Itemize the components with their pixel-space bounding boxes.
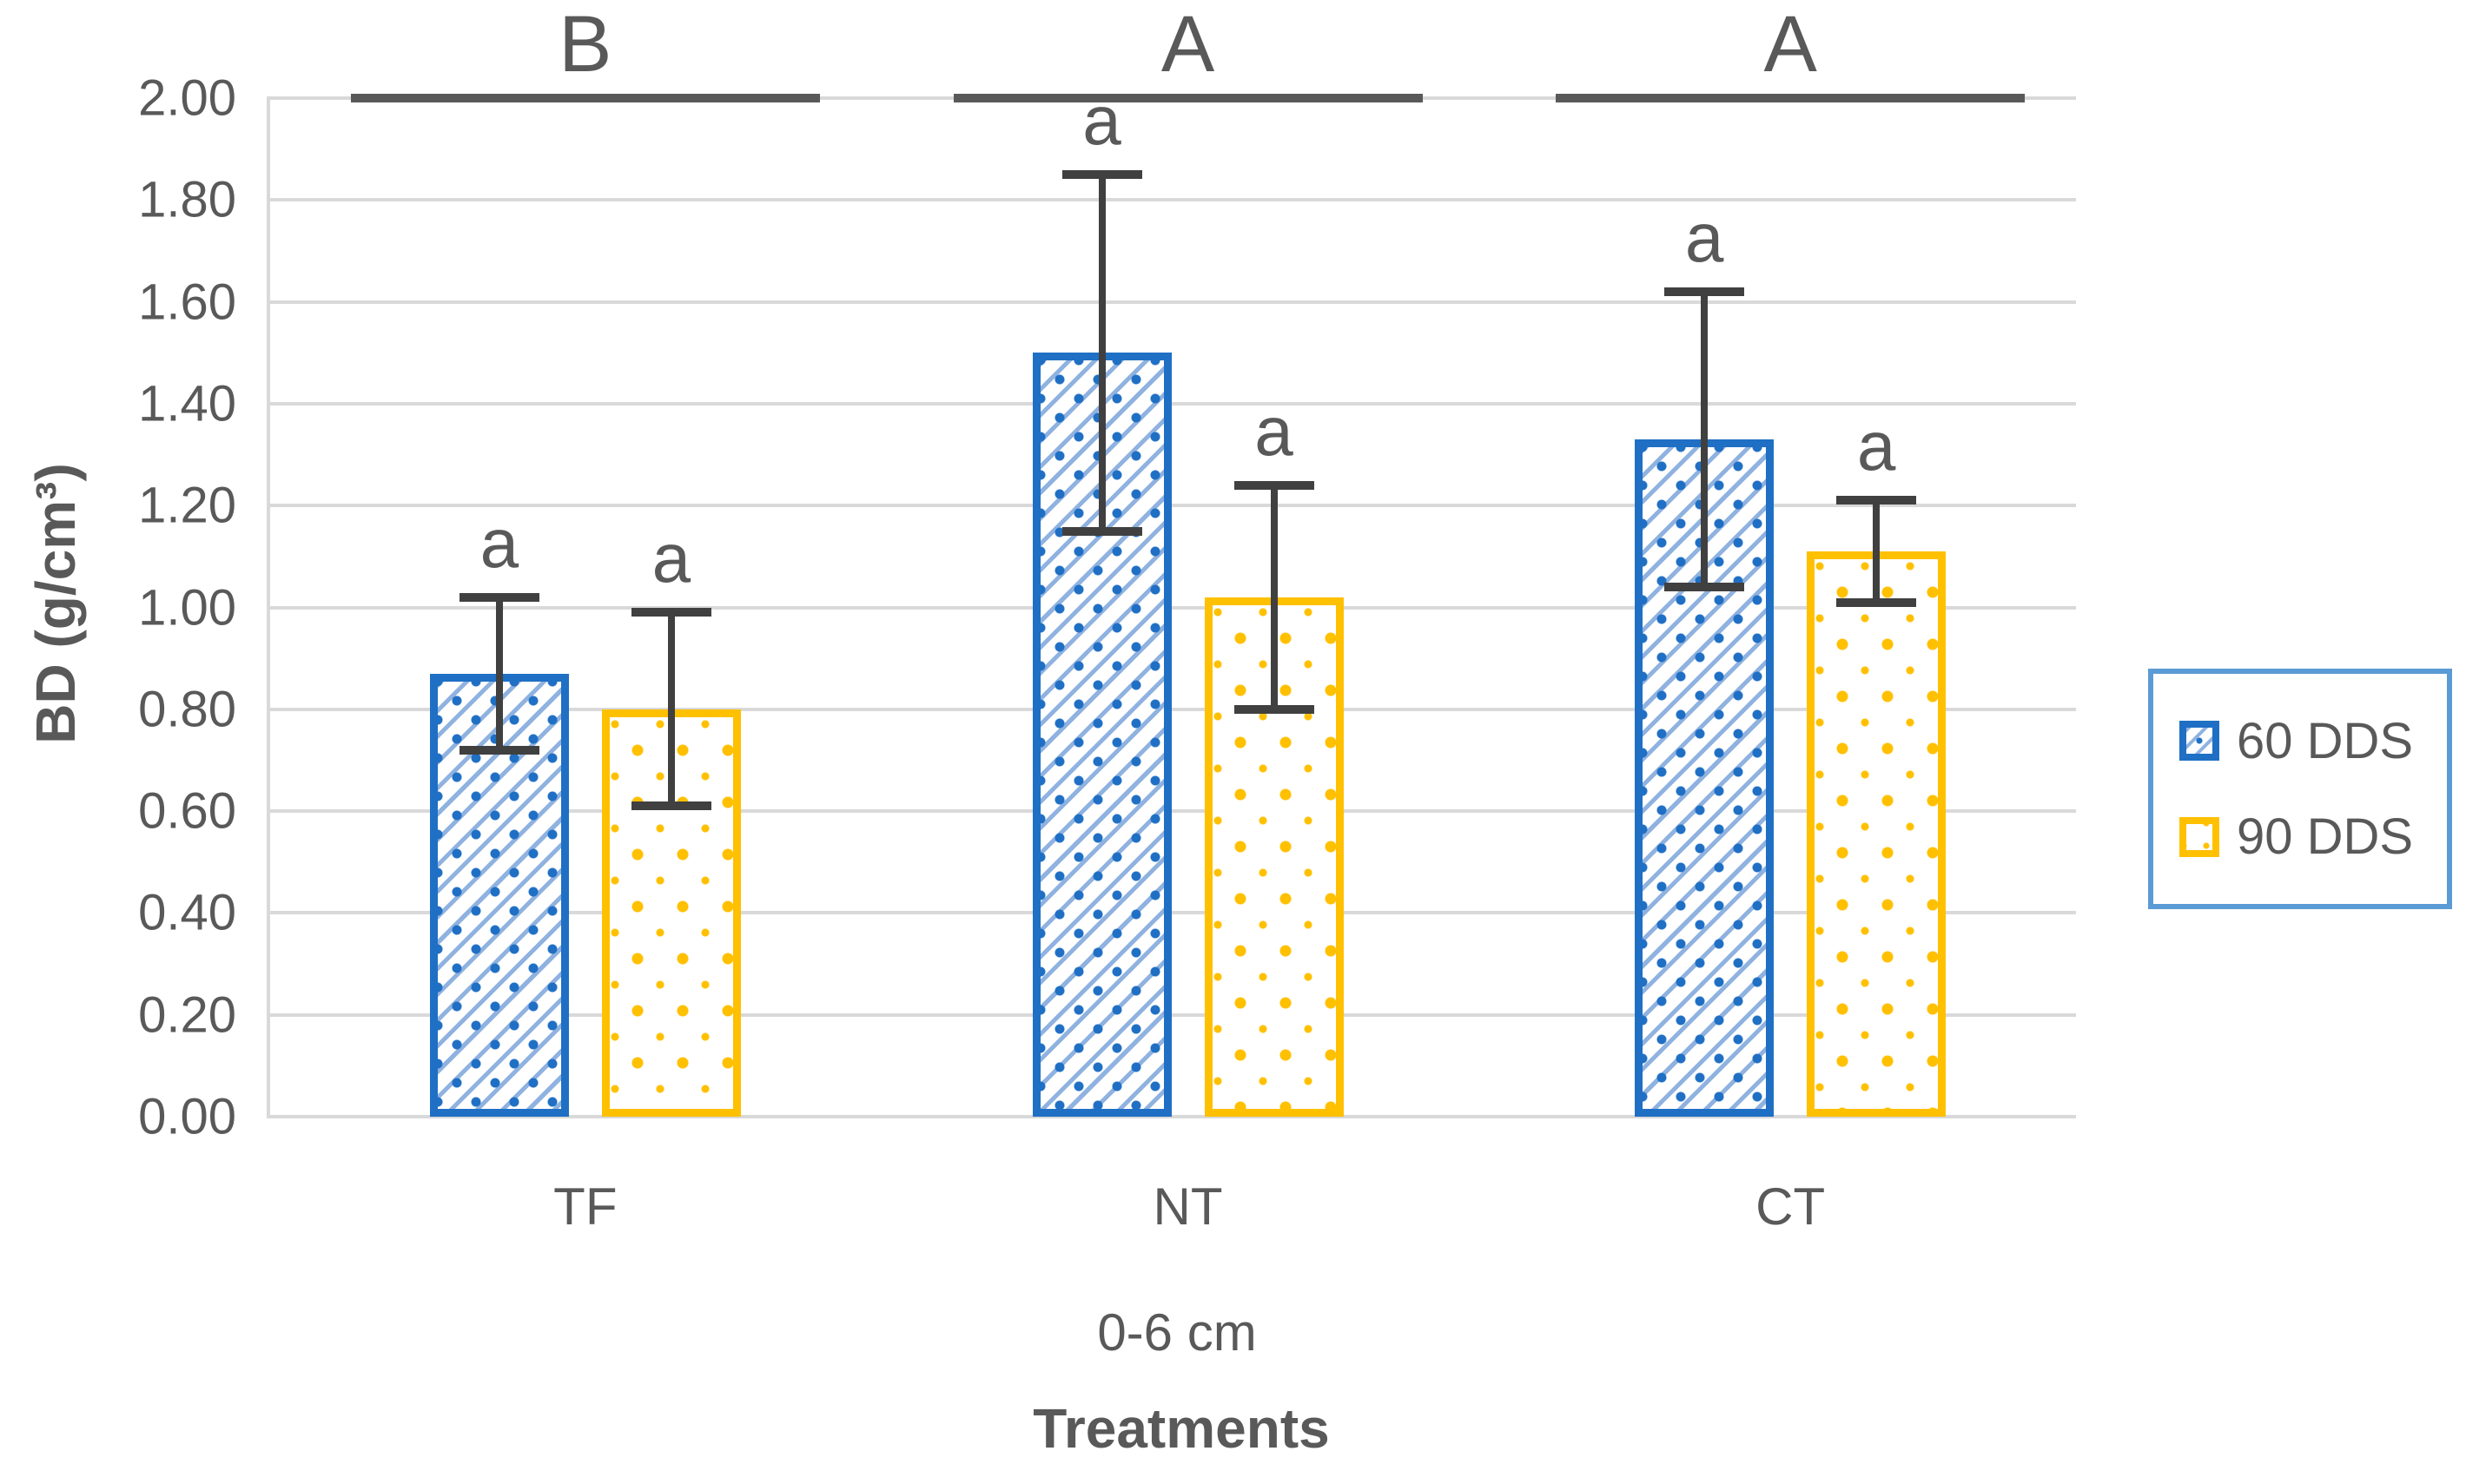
bar-90dds-tf [601, 709, 741, 1117]
bar-90dds-ct [1807, 551, 1947, 1117]
bar-60dds-nt [1032, 353, 1172, 1117]
sig-letter-90dds-tf: a [651, 519, 691, 597]
errorbar-cap-bottom-60dds-tf [459, 745, 539, 755]
group-letter-tf: B [559, 0, 612, 89]
ytick-label: 2.00 [138, 69, 236, 127]
bar-60dds-ct [1635, 439, 1775, 1117]
errorbar-cap-top-90dds-tf [631, 608, 711, 617]
errorbar-60dds-nt [1098, 174, 1106, 531]
sig-letter-90dds-nt: a [1254, 392, 1293, 470]
ytick-label: 1.40 [138, 375, 236, 432]
errorbar-60dds-ct [1701, 291, 1709, 588]
errorbar-cap-bottom-90dds-nt [1233, 704, 1314, 714]
group-letter-nt: A [1160, 0, 1215, 89]
y-gridline [268, 1012, 2076, 1017]
group-line-tf [350, 94, 820, 102]
category-label-nt: NT [1153, 1177, 1223, 1236]
y-axis-line [267, 96, 270, 1118]
y-gridline [268, 605, 2076, 610]
errorbar-90dds-nt [1270, 485, 1278, 709]
ytick-label: 1.60 [138, 274, 236, 331]
x-axis-title: Treatments [1033, 1397, 1330, 1460]
group-line-ct [1556, 94, 2026, 102]
y-gridline [268, 707, 2076, 711]
x-axis-sub-label: 0-6 cm [1097, 1303, 1257, 1362]
y-gridline [268, 1115, 2076, 1118]
legend-label-60dds: 60 DDS [2237, 712, 2414, 769]
errorbar-cap-top-60dds-nt [1061, 169, 1142, 179]
ytick-label: 0.60 [138, 782, 236, 840]
errorbar-cap-top-60dds-tf [459, 592, 539, 602]
y-axis-title: BD (g/cm³) [24, 463, 87, 744]
legend-entry-90dds: 90 DDS [2179, 808, 2447, 866]
legend: 60 DDS 90 DDS [2148, 669, 2452, 909]
y-gridline [268, 504, 2076, 508]
sig-letter-90dds-ct: a [1856, 407, 1896, 485]
y-gridline [268, 401, 2076, 406]
y-gridline [268, 198, 2076, 202]
errorbar-cap-bottom-60dds-ct [1664, 583, 1745, 592]
errorbar-cap-top-60dds-ct [1664, 287, 1745, 296]
category-label-tf: TF [553, 1177, 618, 1236]
ytick-label: 0.00 [138, 1088, 236, 1145]
ytick-label: 1.00 [138, 579, 236, 636]
sig-letter-60dds-ct: a [1684, 198, 1724, 276]
ytick-label: 0.20 [138, 986, 236, 1044]
sig-letter-60dds-tf: a [479, 504, 519, 582]
legend-swatch-60dds-icon [2179, 721, 2219, 762]
group-letter-ct: A [1763, 0, 1817, 89]
ytick-label: 0.80 [138, 681, 236, 738]
errorbar-cap-bottom-90dds-tf [631, 801, 711, 811]
group-line-nt [953, 94, 1423, 102]
category-label-ct: CT [1755, 1177, 1826, 1236]
errorbar-60dds-tf [495, 597, 503, 750]
errorbar-cap-top-90dds-ct [1836, 496, 1917, 505]
y-gridline [268, 809, 2076, 814]
errorbar-90dds-ct [1873, 500, 1881, 603]
ytick-label: 1.20 [138, 477, 236, 534]
ytick-label: 1.80 [138, 171, 236, 228]
y-gridline [268, 911, 2076, 915]
ytick-label: 0.40 [138, 884, 236, 941]
legend-swatch-90dds-icon [2179, 816, 2219, 857]
errorbar-cap-top-90dds-nt [1233, 480, 1314, 490]
y-gridline [268, 300, 2076, 304]
errorbar-90dds-tf [667, 612, 675, 807]
legend-label-90dds: 90 DDS [2237, 808, 2414, 866]
legend-entry-60dds: 60 DDS [2179, 712, 2447, 770]
sig-letter-60dds-nt: a [1082, 81, 1121, 159]
errorbar-cap-bottom-60dds-nt [1061, 526, 1142, 536]
errorbar-cap-bottom-90dds-ct [1836, 597, 1917, 607]
